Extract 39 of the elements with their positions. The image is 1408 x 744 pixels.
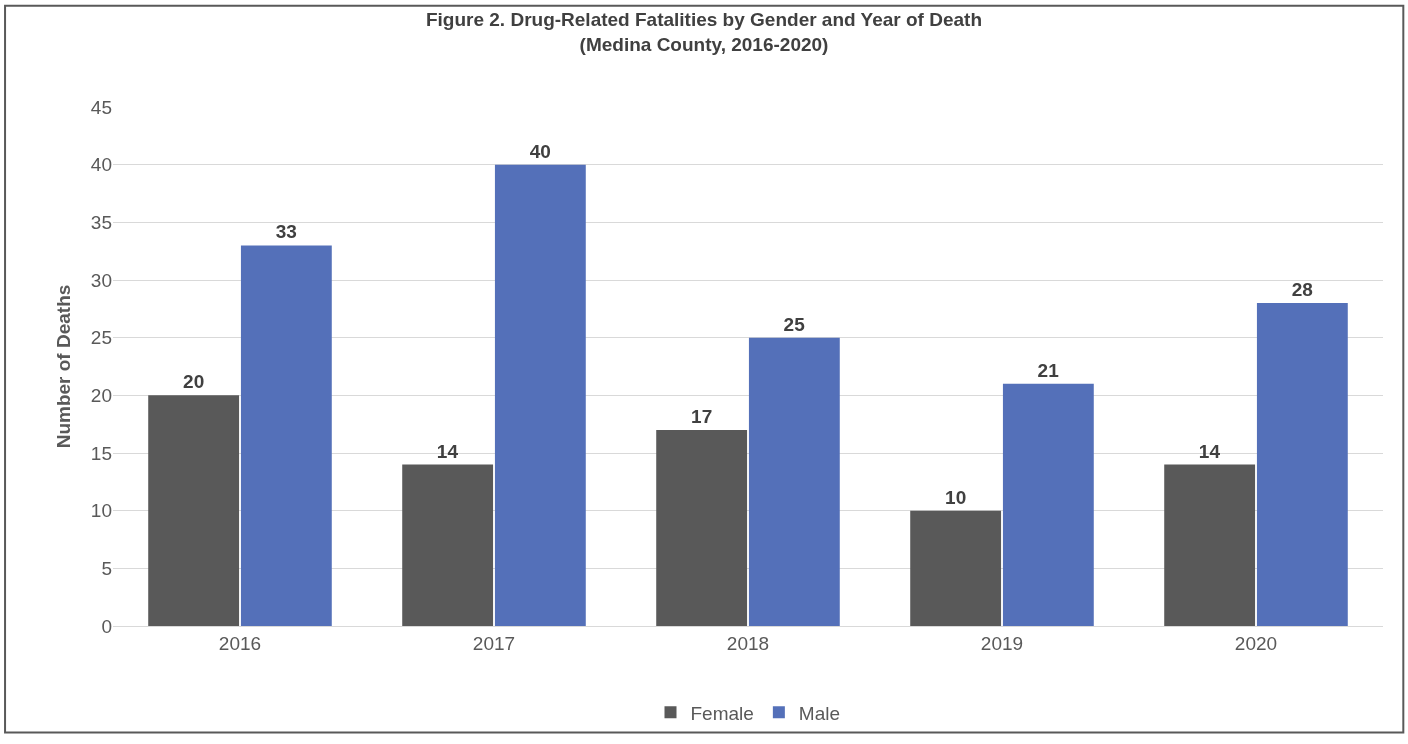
- x-tick-label: 2019: [980, 632, 1024, 654]
- x-tick-label: 2016: [218, 632, 262, 654]
- bar: [1002, 383, 1094, 626]
- y-tick-label: 0: [101, 615, 112, 637]
- legend-label: Female: [690, 702, 754, 724]
- y-tick-label: 25: [90, 327, 112, 349]
- data-label: 40: [529, 140, 551, 162]
- data-label: 10: [945, 486, 967, 508]
- data-label: 14: [436, 440, 459, 462]
- bar: [1256, 303, 1348, 626]
- y-tick-label: 5: [101, 557, 112, 579]
- bar: [494, 164, 586, 626]
- y-tick-label: 10: [90, 500, 112, 522]
- y-tick-label: 20: [90, 384, 112, 406]
- bar: [910, 510, 1002, 626]
- data-label: 17: [691, 405, 713, 427]
- bar: [656, 429, 748, 626]
- bar: [1164, 464, 1256, 626]
- chart-title: Figure 2. Drug-Related Fatalities by Gender and Year of Death (Medina County, 2016-2020): [425, 9, 983, 55]
- x-tick-label: 2020: [1234, 632, 1278, 654]
- y-tick-label: 35: [90, 211, 112, 233]
- y-axis-title: Number of Deaths: [52, 284, 74, 449]
- y-tick-label: 30: [90, 269, 112, 291]
- bar: [402, 464, 494, 626]
- x-tick-label: 2018: [726, 632, 770, 654]
- data-label: 14: [1198, 440, 1221, 462]
- data-label: 33: [275, 221, 297, 243]
- legend-label: Male: [798, 702, 841, 724]
- data-label: 25: [783, 313, 806, 335]
- data-label: 20: [183, 371, 205, 393]
- bar: [148, 395, 240, 626]
- y-tick-label: 15: [90, 442, 112, 464]
- bar: [748, 337, 840, 626]
- bar: [240, 245, 332, 626]
- y-tick-label: 45: [90, 96, 112, 118]
- data-label: 28: [1291, 279, 1313, 301]
- data-label: 21: [1037, 359, 1060, 381]
- y-tick-label: 40: [90, 154, 112, 176]
- x-tick-label: 2017: [472, 632, 516, 654]
